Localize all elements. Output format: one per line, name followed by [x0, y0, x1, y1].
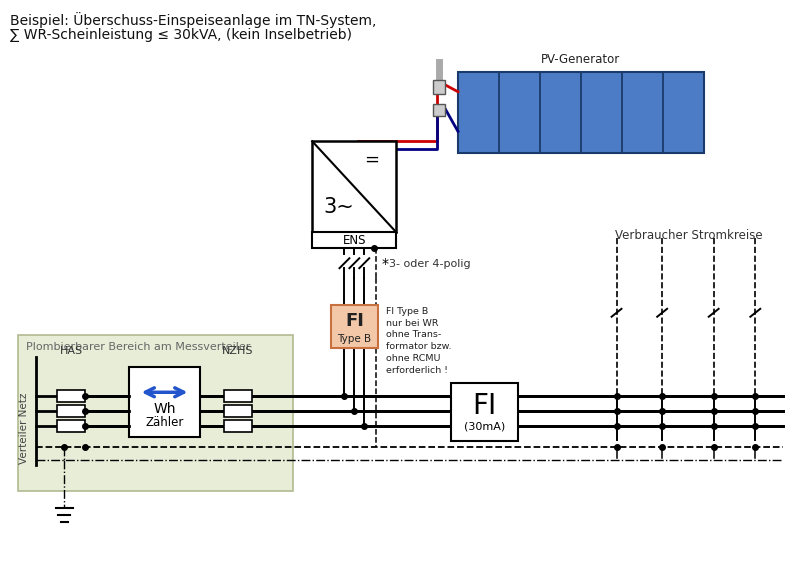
Bar	[330, 305, 378, 348]
Bar	[224, 405, 252, 417]
Text: Verbraucher Stromkreise: Verbraucher Stromkreise	[614, 228, 762, 242]
Bar	[58, 405, 86, 417]
Bar	[224, 420, 252, 432]
Text: FI: FI	[345, 312, 364, 330]
Bar	[129, 367, 200, 436]
Bar	[18, 335, 294, 491]
Text: PV-Generator: PV-Generator	[542, 53, 621, 66]
Text: ∑ WR-Scheinleistung ≤ 30kVA, (kein Inselbetrieb): ∑ WR-Scheinleistung ≤ 30kVA, (kein Insel…	[10, 28, 352, 43]
Bar	[451, 383, 518, 440]
Text: =: =	[364, 151, 378, 168]
Bar	[58, 420, 86, 432]
Text: (30mA): (30mA)	[464, 422, 506, 432]
Text: 3~: 3~	[324, 197, 354, 217]
Bar	[312, 141, 397, 232]
Text: Verteiler Netz: Verteiler Netz	[18, 393, 29, 465]
Bar	[433, 80, 445, 94]
Text: FI: FI	[473, 392, 497, 420]
Text: *: *	[381, 257, 388, 271]
Bar	[433, 104, 445, 116]
Bar	[312, 232, 397, 248]
Text: FI Type B
nur bei WR
ohne Trans-
formator bzw.
ohne RCMU
erforderlich !: FI Type B nur bei WR ohne Trans- formato…	[386, 307, 451, 375]
Text: NZHS: NZHS	[222, 346, 254, 356]
Text: Plombierbarer Bereich am Messverteiler: Plombierbarer Bereich am Messverteiler	[26, 342, 250, 351]
Text: HAS: HAS	[60, 346, 83, 356]
Text: Beispiel: Überschuss-Einspeiseanlage im TN-System,: Beispiel: Überschuss-Einspeiseanlage im …	[10, 13, 376, 28]
Bar	[224, 390, 252, 402]
Text: Type B: Type B	[338, 334, 371, 344]
Text: Wh: Wh	[154, 402, 176, 416]
Text: ENS: ENS	[342, 234, 366, 247]
Bar	[58, 390, 86, 402]
Text: 3- oder 4-polig: 3- oder 4-polig	[389, 259, 470, 269]
Text: Zähler: Zähler	[146, 416, 184, 430]
Bar	[458, 72, 704, 153]
